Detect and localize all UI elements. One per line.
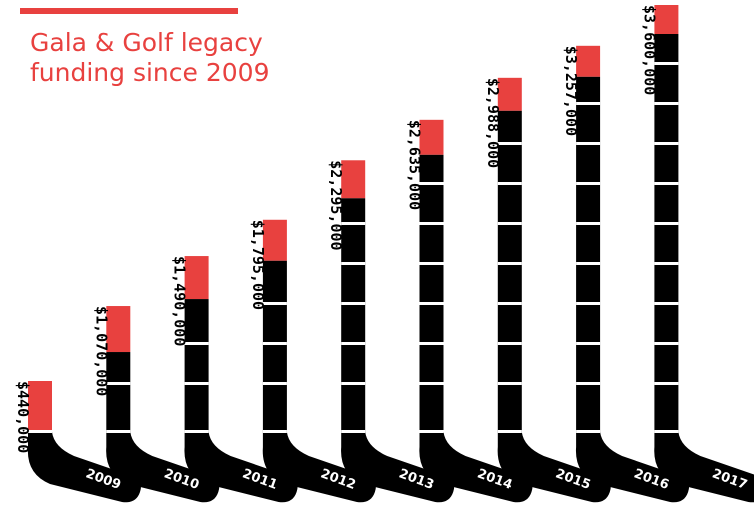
- stick-shaft-2015: [497, 110, 522, 432]
- chart-title-line-1: Gala & Golf legacy: [30, 28, 263, 57]
- stick-heel-band-2017: [654, 430, 679, 433]
- value-label-2017: $3,600,000: [640, 5, 658, 95]
- stick-stripes-2011: [184, 342, 209, 385]
- stick-tape-2015: [497, 77, 522, 111]
- stick-tape-2009: [28, 381, 52, 431]
- hockey-stick-bar-2017: 2017$3,600,000: [640, 5, 754, 503]
- value-label-2009: $440,000: [14, 381, 32, 453]
- stick-stripes-2017: [654, 62, 679, 385]
- stick-heel-band-2012: [262, 430, 287, 433]
- stick-blade-2012: [262, 432, 376, 503]
- stick-stripes-2012: [262, 302, 287, 385]
- stick-blade-2016: [575, 432, 690, 503]
- value-label-2012: $1,795,000: [249, 220, 267, 310]
- hockey-stick-bar-2016: 2016$3,257,000: [562, 45, 690, 503]
- chart-title: Gala & Golf legacy funding since 2009: [30, 28, 360, 88]
- stick-shaft-2016: [576, 76, 601, 433]
- stick-shaft-2012: [262, 260, 287, 432]
- stick-heel-band-2010: [106, 430, 131, 433]
- stick-tape-2016: [576, 45, 601, 77]
- stick-blade-2015: [497, 432, 611, 503]
- stick-stripes-2015: [497, 142, 522, 385]
- stick-tape-2013: [341, 160, 366, 199]
- stick-stripes-2010: [106, 382, 131, 385]
- stick-blade-2013: [341, 432, 455, 503]
- stick-heel-band-2016: [576, 430, 601, 433]
- stick-stripes-2013: [341, 222, 366, 385]
- stick-heel-band-2014: [419, 430, 444, 433]
- value-label-2015: $2,988,000: [484, 78, 502, 168]
- value-label-2013: $2,295,000: [327, 160, 345, 250]
- stick-heel-band-2013: [341, 430, 366, 433]
- stick-blade-2014: [419, 432, 533, 503]
- value-label-2010: $1,070,000: [92, 306, 110, 396]
- stick-heel-band-2011: [184, 430, 209, 433]
- stick-shaft-2013: [341, 198, 366, 432]
- stick-tape-2010: [106, 306, 131, 353]
- hockey-stick-bar-2011: 2011$1,490,000: [171, 256, 298, 503]
- value-label-2014: $2,635,000: [406, 120, 424, 210]
- hockey-stick-bar-2014: 2014$2,635,000: [406, 119, 533, 503]
- stick-blade-2011: [184, 432, 298, 503]
- value-label-2016: $3,257,000: [562, 46, 580, 136]
- stick-heel-band-2009: [28, 430, 52, 433]
- title-accent-rule: [20, 8, 238, 14]
- chart-title-line-2: funding since 2009: [30, 58, 270, 87]
- stick-tape-2011: [184, 256, 209, 300]
- stick-tape-2017: [654, 5, 679, 34]
- stick-stripes-2016: [576, 102, 601, 385]
- stick-blade-2017: [654, 432, 754, 503]
- hockey-stick-bar-2015: 2015$2,988,000: [484, 77, 611, 503]
- stick-stripes-2014: [419, 182, 444, 385]
- hockey-stick-bar-2012: 2012$1,795,000: [249, 219, 376, 503]
- stick-heel-band-2015: [497, 430, 522, 433]
- stick-shaft-2010: [106, 352, 131, 432]
- stick-tape-2014: [419, 119, 444, 155]
- stick-blade-2009: [27, 432, 141, 503]
- stick-shaft-2017: [654, 34, 679, 432]
- stick-shaft-2014: [419, 154, 444, 432]
- value-label-2011: $1,490,000: [171, 256, 189, 346]
- stick-blade-2010: [106, 432, 220, 503]
- stick-shaft-2011: [184, 299, 209, 432]
- hockey-stick-bar-2013: 2013$2,295,000: [327, 160, 455, 503]
- stick-tape-2012: [262, 219, 287, 261]
